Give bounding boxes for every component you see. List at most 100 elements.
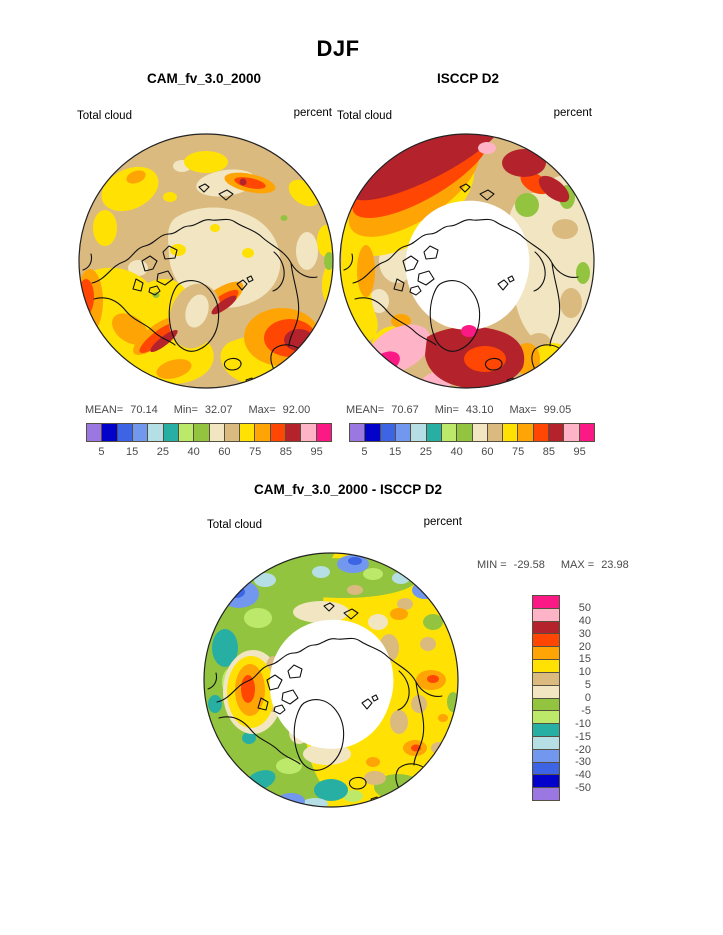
colorbar-tick-label: 5: [361, 446, 368, 458]
colorbar-tick-label: -15: [575, 730, 591, 743]
diff-map-plot: [203, 552, 459, 808]
diff-colorbar-ticks: 50 40 30 20 15 10 5 0 -5 -10 -15 -20 -30 -40 -50: [563, 595, 591, 801]
colorbar-cell: [350, 424, 366, 441]
isccp-map-plot: [339, 133, 595, 389]
cam-variable-label: Total cloud: [77, 110, 132, 122]
colorbar-tick-label: 40: [187, 446, 200, 458]
colorbar-cell: [148, 424, 164, 441]
colorbar-cell: [549, 424, 565, 441]
colorbar-tick-label: 85: [542, 446, 555, 458]
isccp-units-label: percent: [553, 107, 592, 119]
colorbar-tick-label: 60: [481, 446, 494, 458]
colorbar-tick-label: 95: [310, 446, 323, 458]
colorbar-cell: [178, 424, 195, 441]
colorbar-tick-label: 95: [573, 446, 586, 458]
diff-panel-title: CAM_fv_3.0_2000 - ISCCP D2: [253, 482, 443, 497]
colorbar-cell: [533, 596, 559, 609]
colorbar-cell: [533, 424, 550, 441]
cam-units-label: percent: [293, 107, 332, 119]
colorbar-cell: [533, 621, 559, 635]
colorbar-cell: [533, 749, 559, 763]
colorbar-cell: [533, 685, 559, 699]
colorbar-tick-label: 30: [578, 627, 591, 640]
colorbar-tick-label: 5: [584, 679, 591, 692]
colorbar-tick-label: 15: [126, 446, 139, 458]
colorbar-tick-label: 20: [578, 640, 591, 653]
colorbar-cell: [533, 634, 559, 648]
colorbar-cell: [87, 424, 103, 441]
colorbar-cell: [533, 608, 559, 622]
colorbar-cell: [457, 424, 473, 441]
colorbar-tick-label: -20: [575, 743, 591, 756]
colorbar-tick-label: -30: [575, 756, 591, 769]
isccp-min-value: 43.10: [465, 404, 494, 416]
colorbar-cell: [564, 424, 580, 441]
isccp-mean-label: MEAN=: [346, 404, 385, 416]
colorbar-cell: [102, 424, 118, 441]
colorbar-tick-label: 75: [512, 446, 525, 458]
colorbar-cell: [533, 762, 559, 776]
cam-max-value: 92.00: [282, 404, 311, 416]
diff-units-label: percent: [423, 516, 462, 528]
isccp-mean-value: 70.67: [391, 404, 419, 416]
colorbar-tick-label: 5: [98, 446, 105, 458]
isccp-colorbar-ticks: 5 15 25 40 60 75 85 95: [349, 446, 595, 460]
colorbar-cell: [472, 424, 488, 441]
colorbar-cell: [411, 424, 427, 441]
cam-mean-value: 70.14: [130, 404, 158, 416]
colorbar-tick-label: 25: [419, 446, 432, 458]
colorbar-tick-label: 40: [450, 446, 463, 458]
colorbar-cell: [518, 424, 534, 441]
colorbar-cell: [132, 424, 149, 441]
diff-max-value: 23.98: [601, 559, 629, 571]
colorbar-cell: [533, 672, 559, 686]
colorbar-cell: [503, 424, 519, 441]
diff-colorbar: [532, 595, 560, 801]
colorbar-cell: [117, 424, 133, 441]
figure-title: DJF: [316, 36, 360, 61]
colorbar-tick-label: 15: [389, 446, 402, 458]
diff-min-label: MIN =: [477, 559, 507, 571]
colorbar-cell: [579, 424, 594, 441]
colorbar-tick-label: 50: [578, 601, 591, 614]
diff-stats: MIN = -29.58 MAX = 23.98: [477, 559, 629, 571]
colorbar-cell: [316, 424, 331, 441]
cam-min-value: 32.07: [204, 404, 233, 416]
colorbar-cell: [533, 775, 559, 789]
cam-colorbar: [86, 423, 332, 442]
diff-min-value: -29.58: [513, 559, 545, 571]
colorbar-tick-label: 75: [249, 446, 262, 458]
cam-mean-label: MEAN=: [85, 404, 124, 416]
cam-map-plot: [78, 133, 334, 389]
colorbar-cell: [286, 424, 302, 441]
colorbar-tick-label: 25: [156, 446, 169, 458]
isccp-stats: MEAN= 70.67 Min= 43.10 Max= 99.05: [346, 404, 571, 416]
colorbar-cell: [194, 424, 210, 441]
colorbar-cell: [240, 424, 256, 441]
colorbar-cell: [209, 424, 225, 441]
isccp-colorbar: [349, 423, 595, 442]
cam-max-label: Max=: [248, 404, 276, 416]
colorbar-cell: [533, 660, 559, 673]
diff-variable-label: Total cloud: [207, 519, 262, 531]
cam-min-label: Min=: [173, 404, 198, 416]
colorbar-cell: [270, 424, 287, 441]
colorbar-cell: [255, 424, 271, 441]
colorbar-tick-label: -50: [575, 782, 591, 795]
cam-panel-title: CAM_fv_3.0_2000: [146, 71, 262, 86]
colorbar-tick-label: 60: [218, 446, 231, 458]
isccp-max-value: 99.05: [543, 404, 572, 416]
colorbar-cell: [533, 724, 559, 737]
colorbar-cell: [533, 647, 559, 661]
cam-stats: MEAN= 70.14 Min= 32.07 Max= 92.00: [85, 404, 310, 416]
colorbar-tick-label: 85: [279, 446, 292, 458]
colorbar-cell: [533, 788, 559, 800]
isccp-panel-title: ISCCP D2: [436, 71, 500, 86]
colorbar-tick-label: -10: [575, 717, 591, 730]
colorbar-cell: [487, 424, 504, 441]
isccp-max-label: Max=: [509, 404, 537, 416]
diff-max-label: MAX =: [560, 559, 595, 571]
colorbar-cell: [163, 424, 179, 441]
colorbar-tick-label: -40: [575, 769, 591, 782]
isccp-variable-label: Total cloud: [337, 110, 392, 122]
